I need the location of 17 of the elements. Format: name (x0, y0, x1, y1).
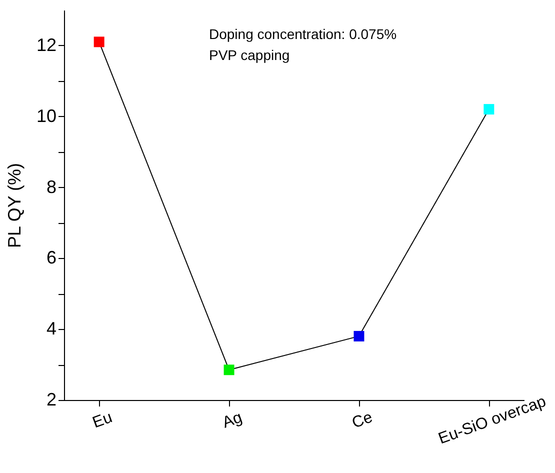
point (354, 330, 364, 342)
point (94, 36, 104, 48)
y-tick-label: 4 (46, 318, 56, 339)
annotation: Doping concentration: 0.075% (209, 26, 397, 42)
y-tick-label: 12 (36, 34, 56, 55)
x-tick-label: Eu (90, 409, 115, 432)
y-tick-label: 10 (36, 106, 56, 126)
annotation: PVP capping (209, 47, 290, 63)
x-tick-label: Eu-SiO overcap (436, 393, 548, 448)
x-tick-label: Ce (350, 408, 375, 432)
y-tick-label: 8 (46, 176, 56, 197)
x-tick-label: Ag (220, 409, 245, 432)
y-tick-label: 6 (46, 248, 56, 268)
y-axis-title: PL QY (%) (4, 162, 24, 248)
point (484, 104, 494, 115)
point (224, 364, 234, 376)
y-tick-label: 2 (46, 390, 56, 410)
